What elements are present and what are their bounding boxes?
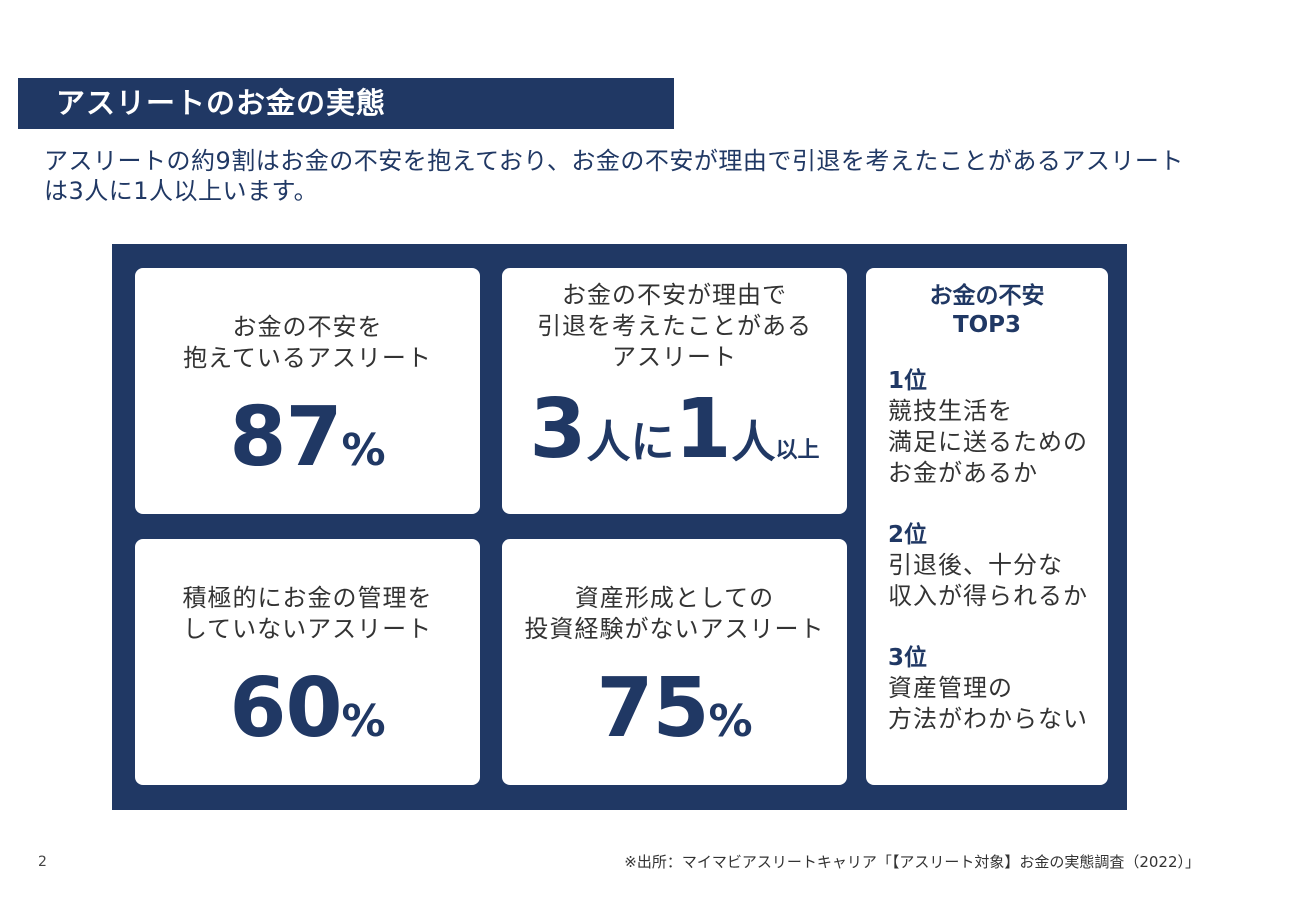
top3-item-2: 2位 引退後、十分な 収入が得られるか xyxy=(888,520,1100,612)
rank-desc-line: 収入が得られるか xyxy=(888,582,1088,610)
source-note: ※出所：マイマビアスリートキャリア「【アスリート対象】お金の実態調査（2022）… xyxy=(624,853,1200,871)
stat-value: 75% xyxy=(502,661,847,756)
rank-desc-line: 方法がわからない xyxy=(888,705,1088,733)
stat-value: 3人に1人以上 xyxy=(502,382,847,477)
stat-value: 60% xyxy=(135,661,480,756)
stat-card-investment: 資産形成としての 投資経験がないアスリート 75% xyxy=(502,539,847,785)
rank-desc-line: 引退後、十分な xyxy=(888,551,1063,579)
stat-label-line: していないアスリート xyxy=(182,615,433,643)
top3-card: お金の不安 TOP3 1位 競技生活を 満足に送るための お金があるか 2位 引… xyxy=(866,268,1108,785)
stat-text-b: 人 xyxy=(731,417,776,468)
stat-label-line: アスリート xyxy=(612,343,737,371)
stats-panel: お金の不安を 抱えているアスリート 87% お金の不安が理由で 引退を考えたこと… xyxy=(112,244,1127,810)
page-title: アスリートのお金の実態 xyxy=(18,78,674,129)
stat-text-c: 以上 xyxy=(775,438,820,463)
stat-label-line: 積極的にお金の管理を xyxy=(182,584,433,612)
stat-label-line: 投資経験がないアスリート xyxy=(524,615,825,643)
stat-value: 87% xyxy=(135,390,480,485)
rank-label: 2位 xyxy=(888,522,928,548)
rank-desc-line: お金があるか xyxy=(888,459,1038,487)
rank-desc-line: 資産管理の xyxy=(888,674,1013,702)
stat-number-b: 1 xyxy=(674,382,732,477)
top3-title: お金の不安 TOP3 xyxy=(866,282,1108,340)
stat-text-a: 人に xyxy=(586,417,675,468)
stat-label: お金の不安が理由で 引退を考えたことがある アスリート xyxy=(502,280,847,373)
stat-label-line: 抱えているアスリート xyxy=(183,344,432,372)
stat-label-line: お金の不安を xyxy=(232,313,383,341)
stat-number: 75 xyxy=(596,661,709,756)
stat-label-line: 資産形成としての xyxy=(574,584,775,612)
stat-number: 87 xyxy=(229,390,342,485)
stat-unit: % xyxy=(341,425,386,476)
stat-number: 60 xyxy=(229,661,342,756)
stat-card-retirement: お金の不安が理由で 引退を考えたことがある アスリート 3人に1人以上 xyxy=(502,268,847,514)
stat-card-anxiety: お金の不安を 抱えているアスリート 87% xyxy=(135,268,480,514)
rank-desc-line: 競技生活を xyxy=(888,397,1013,425)
stat-label: お金の不安を 抱えているアスリート xyxy=(135,312,480,374)
stat-card-management: 積極的にお金の管理を していないアスリート 60% xyxy=(135,539,480,785)
page-subtitle: アスリートの約9割はお金の不安を抱えており、お金の不安が理由で引退を考えたことが… xyxy=(44,147,1184,205)
page-number: 2 xyxy=(38,854,47,870)
rank-desc-line: 満足に送るための xyxy=(888,428,1088,456)
stat-unit: % xyxy=(341,696,386,747)
top3-item-1: 1位 競技生活を 満足に送るための お金があるか xyxy=(888,366,1100,489)
rank-label: 3位 xyxy=(888,645,928,671)
stat-label-line: 引退を考えたことがある xyxy=(537,312,812,340)
top3-title-line: TOP3 xyxy=(952,312,1022,338)
top3-item-3: 3位 資産管理の 方法がわからない xyxy=(888,643,1100,735)
stat-unit: % xyxy=(708,696,753,747)
stat-label-line: お金の不安が理由で xyxy=(562,281,787,309)
rank-label: 1位 xyxy=(888,368,928,394)
top3-title-line: お金の不安 xyxy=(929,283,1045,309)
stat-label: 積極的にお金の管理を していないアスリート xyxy=(135,583,480,645)
stat-number-a: 3 xyxy=(529,382,587,477)
stat-label: 資産形成としての 投資経験がないアスリート xyxy=(502,583,847,645)
